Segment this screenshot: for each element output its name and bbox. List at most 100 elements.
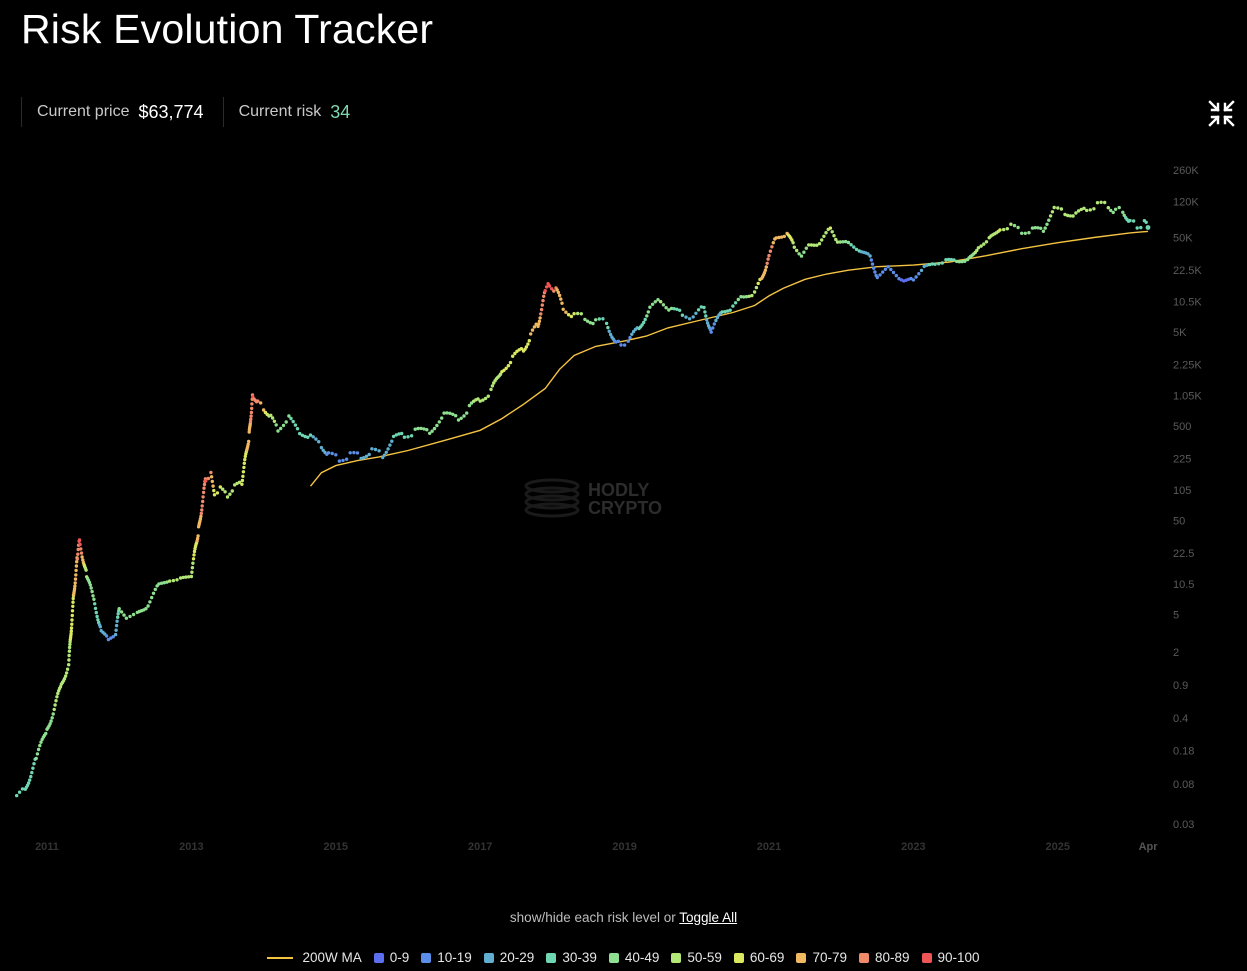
legend-label: 50-59 — [687, 950, 722, 965]
price-dot — [326, 451, 331, 455]
price-dot — [532, 325, 537, 329]
price-dot — [465, 411, 469, 415]
collapse-chart-button[interactable] — [1207, 99, 1236, 128]
price-dot — [77, 538, 82, 542]
price-dot — [1099, 200, 1103, 204]
y-tick-label: 22.5K — [1173, 265, 1202, 277]
price-dot — [201, 490, 206, 495]
price-dot — [891, 270, 896, 275]
price-dot — [249, 410, 254, 415]
price-dot — [287, 414, 291, 418]
current-price-value: $63,774 — [138, 101, 204, 122]
price-dot — [243, 457, 247, 462]
price-dot — [29, 774, 33, 779]
price-dot — [702, 305, 706, 310]
price-dot — [771, 241, 775, 245]
price-dot — [661, 303, 666, 307]
ma-line-layer — [309, 230, 1149, 487]
price-dot — [26, 781, 31, 785]
price-dot — [314, 437, 318, 441]
price-dot — [159, 581, 164, 585]
legend-item[interactable]: 70-79 — [796, 950, 847, 965]
price-dot — [63, 674, 68, 678]
price-dot — [250, 406, 254, 411]
legend-item[interactable]: 90-100 — [921, 950, 980, 965]
price-dot — [817, 242, 822, 246]
price-dot — [1095, 201, 1100, 205]
price-dot — [20, 787, 25, 791]
price-dot — [210, 479, 214, 484]
price-dot — [889, 267, 893, 272]
legend-item[interactable]: 10-19 — [421, 950, 472, 965]
price-dot — [195, 536, 200, 541]
price-dot — [763, 268, 768, 272]
risk-chart[interactable]: HODLY CRYPTO 260K 120K 50K 22.5K 10.5K 5K 2.25… — [0, 150, 1247, 870]
price-dot — [886, 265, 890, 269]
price-dot — [561, 307, 565, 311]
price-dot — [269, 413, 273, 417]
price-dot — [204, 479, 208, 483]
price-dot — [250, 402, 254, 406]
price-dot — [1056, 206, 1060, 210]
price-dot — [454, 414, 458, 418]
price-dot — [249, 414, 253, 418]
y-tick-label: 260K — [1173, 165, 1199, 177]
price-dot — [1106, 206, 1111, 210]
price-dot — [98, 625, 103, 629]
price-dot — [32, 762, 36, 766]
price-dot — [71, 604, 75, 608]
price-dot — [486, 394, 490, 398]
price-dot — [830, 230, 834, 234]
price-dot — [384, 450, 388, 454]
price-dot — [607, 329, 611, 333]
legend-item[interactable]: 30-39 — [546, 950, 597, 965]
legend-item[interactable]: 40-49 — [608, 950, 659, 965]
price-dot — [694, 311, 698, 315]
price-dot — [459, 416, 463, 420]
price-dot — [511, 354, 515, 358]
price-dot — [708, 327, 712, 332]
price-dot — [807, 243, 811, 247]
price-dot — [779, 235, 784, 239]
legend-item[interactable]: 200W MA — [267, 950, 362, 965]
price-dot — [828, 226, 833, 230]
price-dot — [248, 420, 253, 424]
price-dot — [54, 699, 58, 703]
y-tick-label: 225 — [1173, 454, 1191, 466]
price-dot — [792, 245, 796, 249]
price-dot — [872, 266, 876, 270]
price-dot — [873, 270, 877, 274]
price-dot — [303, 434, 307, 439]
price-dot — [1009, 222, 1013, 226]
price-dot — [111, 635, 115, 639]
price-dot — [289, 416, 293, 421]
price-dot — [69, 626, 74, 630]
x-tick-label: 2013 — [179, 841, 203, 853]
current-risk-value: 34 — [330, 101, 351, 122]
price-dot — [221, 487, 225, 491]
price-dot — [925, 263, 929, 267]
price-dot — [539, 312, 543, 316]
price-dot — [1043, 226, 1047, 230]
price-dot — [367, 452, 371, 457]
toggle-all-link[interactable]: Toggle All — [679, 910, 738, 925]
legend-item[interactable]: 60-69 — [733, 950, 784, 965]
price-dot — [1121, 210, 1125, 214]
legend-item[interactable]: 50-59 — [671, 950, 722, 965]
price-dot — [998, 228, 1002, 232]
page-title: Risk Evolution Tracker — [21, 6, 434, 52]
price-dot — [70, 609, 75, 613]
legend-item[interactable]: 80-89 — [858, 950, 910, 965]
price-dot — [1128, 218, 1132, 223]
price-dot — [699, 305, 703, 309]
legend-item[interactable]: 0-9 — [373, 950, 409, 965]
legend-item[interactable]: 20-29 — [483, 950, 534, 965]
price-dot — [894, 273, 898, 278]
y-tick-label: 2 — [1173, 647, 1179, 659]
price-dot — [201, 495, 205, 499]
price-dot — [74, 573, 78, 577]
price-dot — [1059, 207, 1064, 211]
price-dot — [846, 240, 851, 245]
price-dot — [502, 368, 506, 372]
price-dot — [849, 243, 853, 247]
